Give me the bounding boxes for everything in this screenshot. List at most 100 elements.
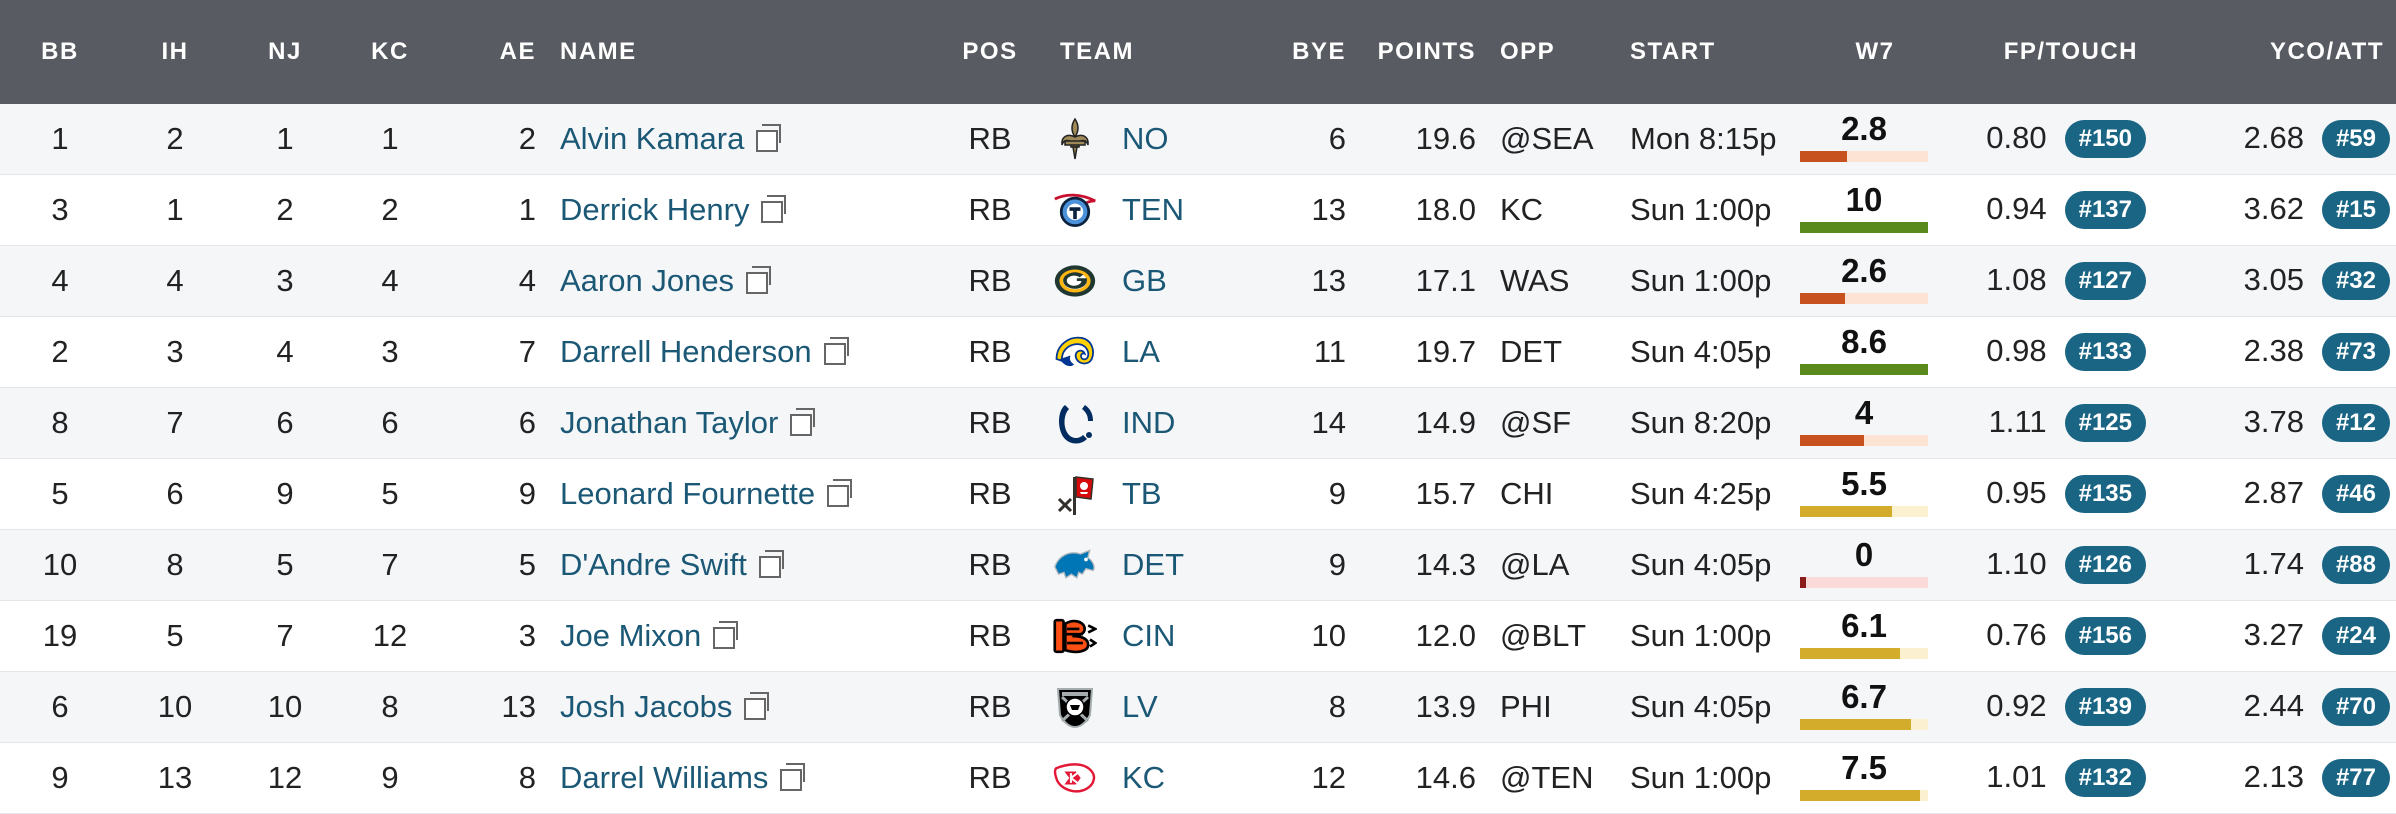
w7-bar [1800, 364, 1928, 375]
bb-rank: 2 [0, 316, 120, 388]
external-link-icon[interactable] [746, 266, 772, 294]
team-link[interactable]: LA [1122, 334, 1160, 369]
player-name-cell: Derrick Henry [550, 174, 940, 246]
game-start: Sun 1:00p [1620, 742, 1800, 814]
player-name-cell: Darrell Henderson [550, 316, 940, 388]
chiefs-logo-icon [1053, 756, 1097, 800]
w7-bar [1800, 577, 1928, 588]
player-name-link[interactable]: Alvin Kamara [560, 121, 745, 156]
ae-rank: 2 [440, 104, 550, 175]
fp-touch-rank-badge: #133 [2064, 333, 2146, 371]
yco-att-value: 3.05 [2243, 262, 2304, 297]
external-link-icon[interactable] [780, 763, 806, 791]
raiders-logo-icon [1053, 685, 1097, 729]
w7-value: 2.6 [1841, 252, 1887, 289]
table-body: 1 2 1 1 2 Alvin Kamara RB NO 6 19.6 @SEA… [0, 104, 2396, 814]
player-name-link[interactable]: Darrell Henderson [560, 334, 812, 369]
opponent: DET [1490, 316, 1620, 388]
col-header-bye[interactable]: BYE [1220, 0, 1360, 104]
yco-att-rank-badge: #15 [2321, 191, 2390, 229]
yco-att-value: 2.13 [2243, 759, 2304, 794]
kc-rank: 5 [340, 458, 440, 530]
player-name-link[interactable]: Darrel Williams [560, 760, 769, 795]
external-link-icon[interactable] [744, 692, 770, 720]
yco-att-rank-badge: #59 [2321, 120, 2390, 158]
col-header-name[interactable]: NAME [550, 0, 940, 104]
player-name-link[interactable]: Jonathan Taylor [560, 405, 779, 440]
fp-touch-value: 1.08 [1986, 262, 2047, 297]
col-header-opp[interactable]: OPP [1490, 0, 1620, 104]
w7-value: 6.1 [1841, 607, 1887, 644]
player-name-link[interactable]: Josh Jacobs [560, 689, 733, 724]
fp-touch-rank-badge: #135 [2064, 475, 2146, 513]
bb-rank: 8 [0, 387, 120, 459]
player-name-link[interactable]: Leonard Fournette [560, 476, 816, 511]
position: RB [940, 458, 1040, 530]
fp-touch-value: 0.98 [1986, 333, 2047, 368]
table-row: 2 3 4 3 7 Darrell Henderson RB LA 11 19.… [0, 316, 2396, 388]
col-header-ae[interactable]: AE [440, 0, 550, 104]
yco-att-cell: 1.74 #88 [2160, 529, 2396, 601]
team-link[interactable]: CIN [1122, 618, 1176, 653]
yco-att-value: 2.68 [2243, 120, 2304, 155]
w7-value: 4 [1854, 394, 1874, 431]
external-link-icon[interactable] [756, 124, 782, 152]
w7-cell: 8.6 [1800, 316, 1950, 388]
w7-bar [1800, 151, 1928, 162]
team-link[interactable]: DET [1122, 547, 1184, 582]
team-link[interactable]: KC [1122, 760, 1166, 795]
fp-touch-value: 0.76 [1986, 617, 2047, 652]
col-header-bb[interactable]: BB [0, 0, 120, 104]
colts-logo-icon [1053, 401, 1097, 445]
table-row: 6 10 10 8 13 Josh Jacobs RB LV 8 13.9 PH… [0, 671, 2396, 743]
external-link-icon[interactable] [713, 621, 739, 649]
fp-touch-value: 0.80 [1986, 120, 2047, 155]
player-name-link[interactable]: D'Andre Swift [560, 547, 747, 582]
ae-rank: 6 [440, 387, 550, 459]
team-link[interactable]: LV [1122, 689, 1158, 724]
team-link[interactable]: GB [1122, 263, 1167, 298]
team-link[interactable]: NO [1122, 121, 1169, 156]
table-row: 10 8 5 7 5 D'Andre Swift RB DET 9 14.3 @… [0, 529, 2396, 601]
ae-rank: 3 [440, 600, 550, 672]
game-start: Sun 4:05p [1620, 671, 1800, 743]
col-header-w7[interactable]: W7 [1800, 0, 1950, 104]
ih-rank: 10 [120, 671, 230, 743]
col-header-kc[interactable]: KC [340, 0, 440, 104]
team-cell: GB [1040, 245, 1220, 317]
player-name-cell: Aaron Jones [550, 245, 940, 317]
bb-rank: 6 [0, 671, 120, 743]
yco-att-cell: 2.87 #46 [2160, 458, 2396, 530]
w7-bar-fill [1800, 577, 1807, 588]
external-link-icon[interactable] [790, 408, 816, 436]
external-link-icon[interactable] [823, 337, 849, 365]
w7-value: 7.5 [1841, 749, 1887, 786]
fp-touch-cell: 1.08 #127 [1950, 245, 2160, 317]
col-header-points[interactable]: POINTS [1360, 0, 1490, 104]
team-link[interactable]: TEN [1122, 192, 1184, 227]
w7-bar-fill [1800, 719, 1912, 730]
w7-cell: 6.7 [1800, 671, 1950, 743]
col-header-pos[interactable]: POS [940, 0, 1040, 104]
fp-touch-value: 1.01 [1986, 759, 2047, 794]
external-link-icon[interactable] [827, 479, 853, 507]
col-header-nj[interactable]: NJ [230, 0, 340, 104]
col-header-start[interactable]: START [1620, 0, 1800, 104]
external-link-icon[interactable] [758, 550, 784, 578]
team-link[interactable]: IND [1122, 405, 1176, 440]
player-name-link[interactable]: Aaron Jones [560, 263, 735, 298]
player-name-link[interactable]: Joe Mixon [560, 618, 702, 653]
col-header-yco-att[interactable]: YCO/ATT [2160, 0, 2396, 104]
fp-touch-value: 0.94 [1986, 191, 2047, 226]
position: RB [940, 104, 1040, 175]
team-link[interactable]: TB [1122, 476, 1162, 511]
col-header-ih[interactable]: IH [120, 0, 230, 104]
yco-att-rank-badge: #88 [2321, 546, 2390, 584]
external-link-icon[interactable] [761, 195, 787, 223]
packers-logo-icon [1053, 259, 1097, 303]
ae-rank: 13 [440, 671, 550, 743]
col-header-team[interactable]: TEAM [1040, 0, 1220, 104]
player-name-link[interactable]: Derrick Henry [560, 192, 750, 227]
col-header-fp-touch[interactable]: FP/TOUCH [1950, 0, 2160, 104]
w7-bar-fill [1800, 151, 1848, 162]
